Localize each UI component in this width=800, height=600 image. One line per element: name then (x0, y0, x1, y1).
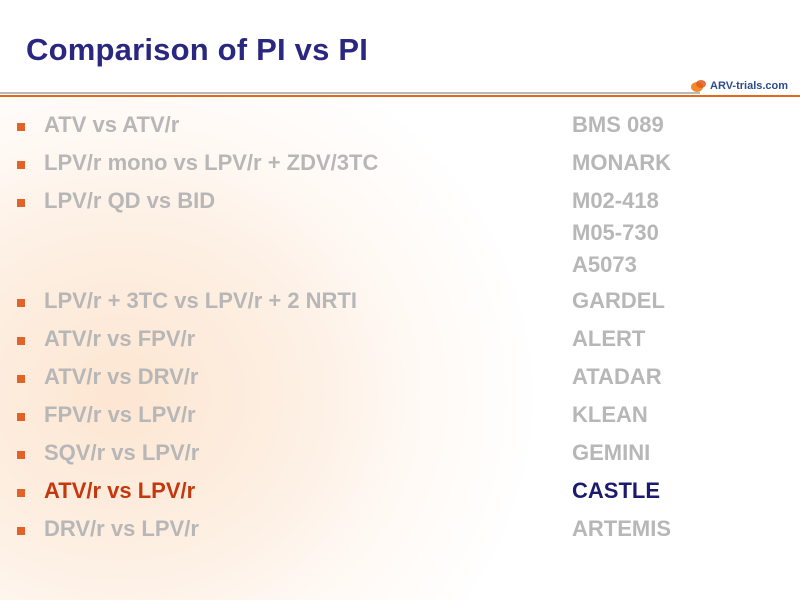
logo-icon (691, 80, 706, 92)
list-item: ATV/r vs DRV/r ATADAR (0, 364, 800, 396)
trial-name: GEMINI (572, 440, 651, 465)
bullet-icon (17, 527, 25, 535)
bullet-icon (17, 451, 25, 459)
list-item: LPV/r QD vs BID M02-418 (0, 188, 800, 220)
list-item: ATV/r vs FPV/r ALERT (0, 326, 800, 358)
bullet-icon (17, 123, 25, 131)
bullet-icon (17, 413, 25, 421)
comparison-label: ATV/r vs DRV/r (44, 364, 199, 389)
bullet-icon (17, 337, 25, 345)
title-divider-grey (0, 92, 700, 94)
trial-name: ATADAR (572, 364, 662, 389)
comparison-label: FPV/r vs LPV/r (44, 402, 196, 427)
bullet-icon (17, 199, 25, 207)
bullet-icon (17, 161, 25, 169)
logo-text: ARV-trials.com (710, 80, 789, 92)
comparison-label: SQV/r vs LPV/r (44, 440, 200, 465)
title-divider-orange (0, 95, 800, 97)
trial-name: GARDEL (572, 288, 665, 313)
comparison-label: LPV/r + 3TC vs LPV/r + 2 NRTI (44, 288, 357, 313)
list-item: SQV/r vs LPV/r GEMINI (0, 440, 800, 472)
list-item: LPV/r mono vs LPV/r + ZDV/3TC MONARK (0, 150, 800, 182)
comparison-label: DRV/r vs LPV/r (44, 516, 199, 541)
comparison-label: ATV/r vs LPV/r (44, 478, 196, 503)
list-item: FPV/r vs LPV/r KLEAN (0, 402, 800, 434)
trial-name: ARTEMIS (572, 516, 671, 541)
comparison-label: LPV/r QD vs BID (44, 188, 216, 213)
trial-name-extra: A5073 (572, 252, 637, 277)
trial-name: BMS 089 (572, 112, 664, 137)
comparison-label: ATV vs ATV/r (44, 112, 180, 137)
bullet-icon (17, 299, 25, 307)
bullet-icon (17, 489, 25, 497)
trial-name: CASTLE (572, 478, 660, 503)
page-title: Comparison of PI vs PI (26, 32, 369, 67)
comparison-label: ATV/r vs FPV/r (44, 326, 196, 351)
list-item: DRV/r vs LPV/r ARTEMIS (0, 516, 800, 548)
background-glow (0, 96, 800, 600)
bullet-icon (17, 375, 25, 383)
trial-name: KLEAN (572, 402, 648, 427)
trial-name: MONARK (572, 150, 671, 175)
logo: ARV-trials.com (690, 78, 798, 96)
list-item-highlighted: ATV/r vs LPV/r CASTLE (0, 478, 800, 510)
list-item: ATV vs ATV/r BMS 089 (0, 112, 800, 144)
trial-name: ALERT (572, 326, 646, 351)
trial-name: M02-418 (572, 188, 659, 213)
trial-name-extra: M05-730 (572, 220, 659, 245)
list-item: LPV/r + 3TC vs LPV/r + 2 NRTI GARDEL (0, 288, 800, 320)
comparison-label: LPV/r mono vs LPV/r + ZDV/3TC (44, 150, 379, 175)
